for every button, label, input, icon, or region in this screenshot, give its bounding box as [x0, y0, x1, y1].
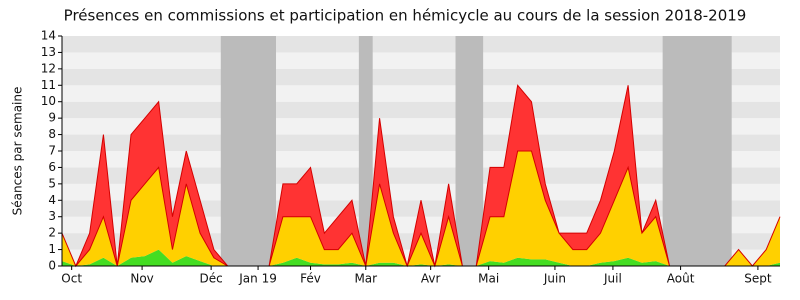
x-tick-label: Avr [421, 272, 441, 286]
x-tick-label: Juin [543, 272, 566, 286]
y-tick-label: 12 [41, 61, 56, 75]
x-tick-label: Mar [354, 272, 377, 286]
area [62, 249, 780, 266]
y-tick-label: 8 [48, 127, 56, 141]
shaded-range [455, 36, 484, 266]
x-tick-label: Juil [603, 272, 622, 286]
y-tick-label: 2 [48, 226, 56, 240]
x-tick-label: Fév [300, 272, 321, 286]
y-tick-label: 7 [48, 144, 56, 158]
area [62, 151, 780, 266]
shaded-range [220, 36, 277, 266]
y-tick-label: 0 [48, 259, 56, 273]
x-tick-label: Mai [478, 272, 499, 286]
y-tick-label: 3 [48, 209, 56, 223]
x-tick-label: Déc [200, 272, 223, 286]
y-tick-label: 11 [41, 78, 56, 92]
y-axis-label: Séances par semaine [11, 87, 25, 216]
y-tick-label: 10 [41, 94, 56, 108]
shaded-range [662, 36, 732, 266]
x-tick-label: Nov [130, 272, 153, 286]
y-tick-label: 9 [48, 111, 56, 125]
x-tick-label: Sept [744, 272, 772, 286]
y-tick-label: 14 [41, 29, 56, 43]
y-tick-label: 1 [48, 242, 56, 256]
chart-title: Présences en commissions et participatio… [64, 7, 747, 25]
x-tick-label: Oct [61, 272, 82, 286]
x-tick-label: Jan 19 [238, 272, 277, 286]
y-tick-label: 5 [48, 176, 56, 190]
y-tick-label: 13 [41, 45, 56, 59]
shaded-range [358, 36, 373, 266]
y-tick-label: 4 [48, 193, 56, 207]
y-tick-label: 6 [48, 160, 56, 174]
x-tick-label: Août [667, 272, 695, 286]
